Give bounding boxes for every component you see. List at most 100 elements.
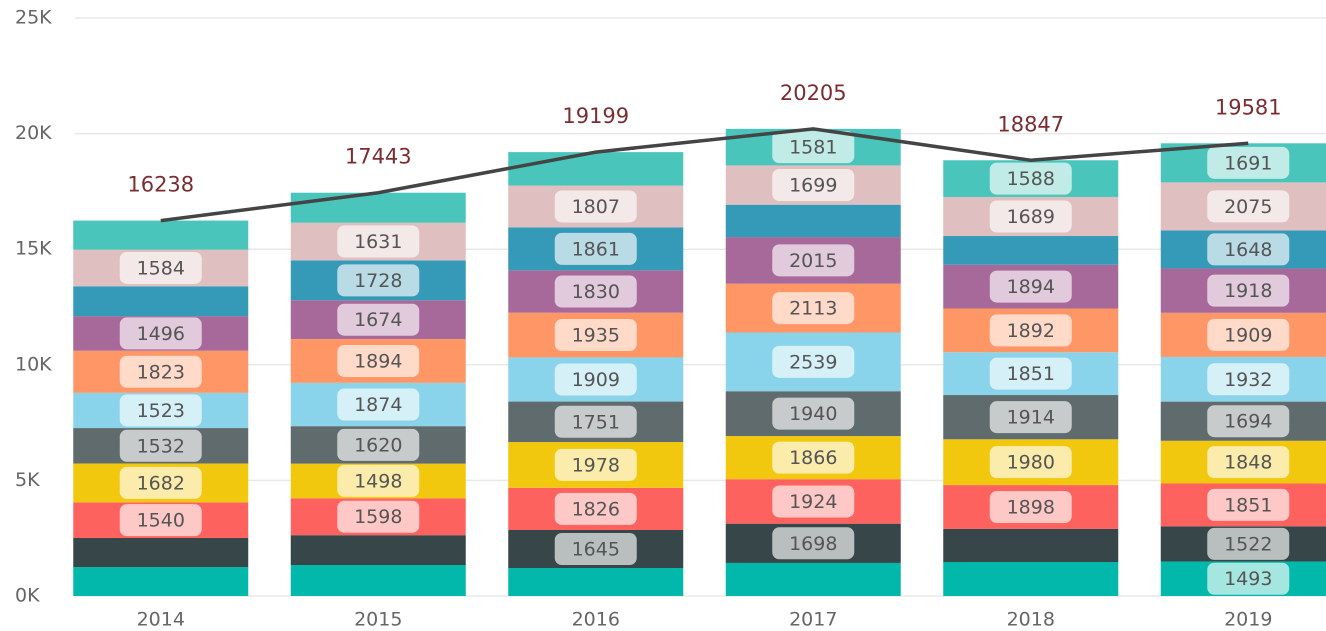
- data-label: 2113: [789, 298, 837, 320]
- label-box: [989, 314, 1072, 347]
- total-line: [160, 127, 1249, 223]
- label-box: [1207, 274, 1290, 307]
- data-label: 1940: [789, 403, 837, 425]
- label-box: [1207, 527, 1290, 560]
- bar-segment: [290, 535, 466, 566]
- data-label: 1826: [572, 498, 620, 520]
- y-tick-label: 10K: [15, 353, 52, 375]
- x-tick-label: 2014: [137, 609, 185, 631]
- data-label: 1728: [354, 270, 402, 292]
- y-tick-label: 0K: [15, 585, 40, 607]
- data-label: 1866: [789, 447, 837, 469]
- label-box: [337, 464, 420, 497]
- label-box: [337, 500, 420, 533]
- data-label: 1522: [1224, 533, 1272, 555]
- data-label: 1807: [572, 196, 620, 218]
- data-label: 1645: [572, 539, 620, 561]
- data-label: 2539: [789, 351, 837, 373]
- label-box: [119, 317, 202, 350]
- data-label: 1924: [789, 491, 837, 513]
- label-box: [554, 232, 637, 265]
- label-box: [989, 270, 1072, 303]
- data-label: 1861: [572, 238, 620, 260]
- bar-segment: [290, 565, 466, 596]
- label-box: [989, 491, 1072, 524]
- total-label: 19581: [1215, 95, 1282, 119]
- label-box: [1207, 446, 1290, 479]
- label-box: [119, 429, 202, 462]
- label-box: [989, 162, 1072, 195]
- bar-segment: [73, 220, 249, 250]
- data-label: 1581: [789, 137, 837, 159]
- data-label: 1851: [1224, 494, 1272, 516]
- data-label: 1909: [572, 369, 620, 391]
- label-box: [554, 190, 637, 223]
- label-box: [1207, 562, 1290, 595]
- label-box: [1207, 233, 1290, 266]
- data-label: 1493: [1224, 568, 1272, 590]
- label-box: [1207, 146, 1290, 179]
- label-box: [337, 264, 420, 297]
- bar-segment: [508, 568, 684, 596]
- label-box: [337, 225, 420, 258]
- label-box: [989, 401, 1072, 434]
- data-label: 1894: [1007, 276, 1055, 298]
- data-label: 1874: [354, 394, 402, 416]
- data-label: 1682: [137, 472, 185, 494]
- label-box: [119, 394, 202, 427]
- total-label: 19199: [562, 104, 629, 128]
- data-label: 1496: [137, 323, 185, 345]
- data-label: 1935: [572, 325, 620, 347]
- label-box: [1207, 405, 1290, 438]
- label-box: [119, 355, 202, 388]
- label-box: [119, 251, 202, 284]
- bar-segment: [508, 152, 684, 186]
- label-box: [337, 388, 420, 421]
- label-box: [772, 527, 855, 560]
- label-box: [772, 485, 855, 518]
- data-label: 1598: [354, 506, 402, 528]
- x-tick-label: 2019: [1224, 609, 1272, 631]
- label-box: [554, 405, 637, 438]
- data-label: 1932: [1224, 369, 1272, 391]
- label-box: [772, 131, 855, 164]
- total-label: 16238: [127, 173, 194, 197]
- bar-segment: [73, 567, 249, 596]
- total-label: 20205: [780, 81, 847, 105]
- bar-segment: [290, 192, 466, 223]
- bar-segment: [73, 286, 249, 317]
- data-label: 1898: [1007, 497, 1055, 519]
- label-box: [772, 345, 855, 378]
- label-box: [119, 504, 202, 537]
- label-box: [337, 428, 420, 461]
- x-tick-label: 2016: [572, 609, 620, 631]
- label-box: [772, 169, 855, 202]
- label-box: [772, 244, 855, 277]
- label-box: [337, 303, 420, 336]
- x-tick-label: 2017: [789, 609, 837, 631]
- bar-segment: [943, 236, 1119, 265]
- data-label: 1978: [572, 454, 620, 476]
- data-label: 2015: [789, 250, 837, 272]
- label-box: [554, 363, 637, 396]
- label-box: [772, 397, 855, 430]
- label-box: [119, 466, 202, 499]
- bar-segment: [725, 204, 901, 238]
- label-box: [1207, 363, 1290, 396]
- data-label: 1691: [1224, 152, 1272, 174]
- data-label: 1851: [1007, 363, 1055, 385]
- data-label: 1498: [354, 470, 402, 492]
- data-label: 1588: [1007, 168, 1055, 190]
- data-label: 1631: [354, 231, 402, 253]
- data-label: 1523: [137, 400, 185, 422]
- label-box: [989, 357, 1072, 390]
- x-tick-label: 2018: [1007, 609, 1055, 631]
- label-box: [554, 533, 637, 566]
- y-tick-label: 25K: [15, 7, 52, 29]
- bar-segment: [943, 528, 1119, 563]
- bar-segment: [943, 562, 1119, 596]
- data-label: 1892: [1007, 320, 1055, 342]
- label-box: [1207, 190, 1290, 223]
- data-label: 2075: [1224, 196, 1272, 218]
